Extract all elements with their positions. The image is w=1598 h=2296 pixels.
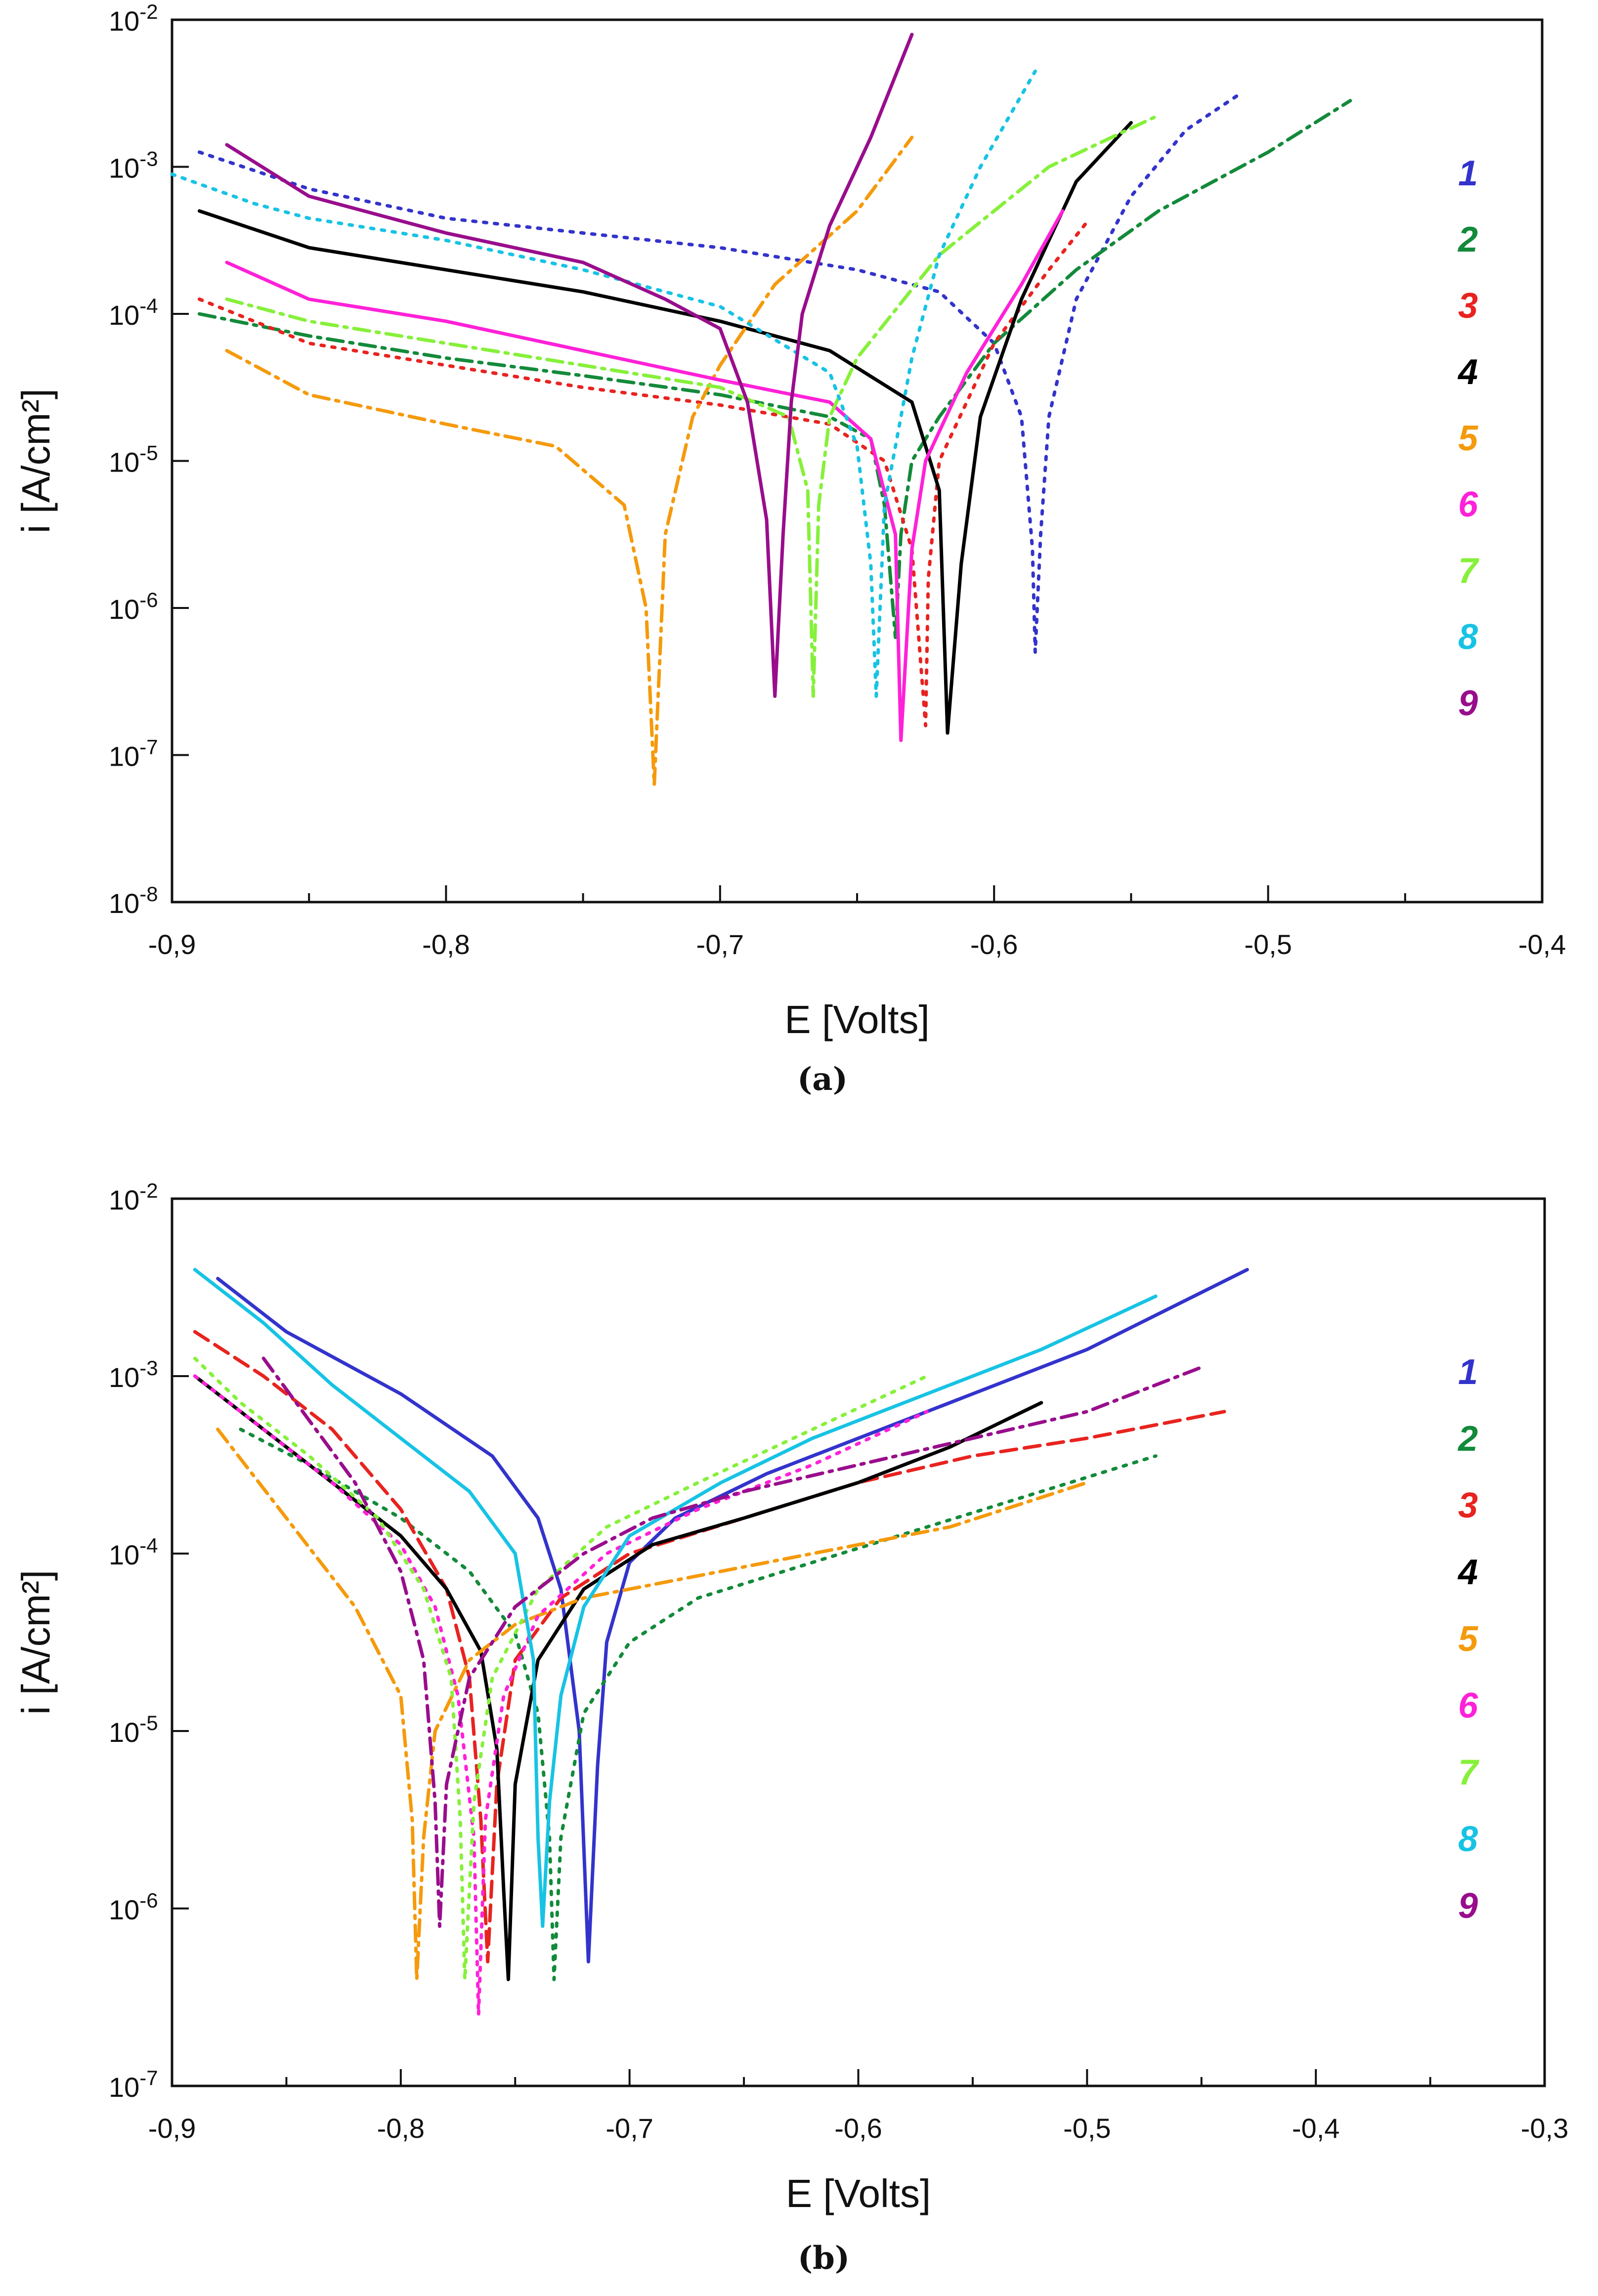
legend-entry-1: 1 — [1458, 1352, 1478, 1392]
panel-caption: (b) — [798, 2240, 850, 2277]
y-axis-title: i [A/cm²] — [14, 389, 58, 533]
series-line-9 — [225, 33, 914, 698]
legend-entry-7: 7 — [1458, 551, 1479, 591]
y-tick-label: 10-5 — [109, 441, 158, 478]
series-line-3 — [197, 217, 1092, 728]
y-tick-label: 10-4 — [109, 1534, 158, 1570]
x-axis-title: E [Volts] — [784, 997, 929, 1041]
y-tick-label: 10-7 — [109, 736, 158, 772]
legend-entry-3: 3 — [1458, 1486, 1478, 1525]
legend-entry-8: 8 — [1458, 617, 1478, 657]
panel-caption: (a) — [797, 1061, 848, 1098]
y-tick-label: 10-7 — [109, 2066, 158, 2103]
series-line-3 — [193, 1330, 1226, 1964]
x-tick-label: -0,5 — [1063, 2113, 1111, 2144]
series-line-2 — [239, 1428, 1158, 1982]
series-line-6 — [225, 209, 1065, 742]
series-line-8 — [193, 1268, 1158, 1928]
series-line-2 — [197, 99, 1352, 639]
x-tick-label: -0,4 — [1518, 929, 1566, 960]
y-tick-label: 10-2 — [109, 1179, 158, 1215]
y-tick-label: 10-2 — [109, 0, 158, 37]
panel-a: -0,9 -0,8 -0,7 -0,6 -0,5 -0,4 10-2 10-3 10-4 10-5… — [14, 0, 1566, 1098]
series-line-6 — [193, 1374, 929, 2017]
legend-entry-7: 7 — [1458, 1753, 1479, 1792]
y-tick-label: 10-3 — [109, 1356, 158, 1393]
series-line-5 — [225, 135, 914, 786]
legend-entry-4: 4 — [1457, 352, 1478, 392]
x-tick-label: -0,8 — [422, 929, 470, 960]
series-line-5 — [216, 1428, 1089, 1982]
series-line-1 — [216, 1268, 1249, 1964]
x-tick-label: -0,9 — [148, 2113, 196, 2144]
legend-entry-6: 6 — [1458, 1686, 1478, 1726]
legend-entry-1: 1 — [1458, 154, 1478, 193]
y-tick-label: 10-4 — [109, 294, 158, 331]
x-tick-label: -0,9 — [148, 929, 196, 960]
series-line-8 — [170, 69, 1037, 698]
panel-b: -0,9 -0,8 -0,7 -0,6 -0,5 -0,4 -0,3 10-2 10-3 10-4… — [14, 1179, 1568, 2277]
y-tick-label: 10-5 — [109, 1711, 158, 1748]
series-line-1 — [197, 91, 1243, 654]
y-tick-label: 10-8 — [109, 882, 158, 919]
x-axis-title: E [Volts] — [786, 2171, 931, 2215]
plot-frame — [171, 1197, 1546, 2087]
x-tick-label: -0,6 — [970, 929, 1018, 960]
series-line-7 — [193, 1356, 929, 1982]
y-tick-label: 10-3 — [109, 147, 158, 184]
x-tick-label: -0,7 — [696, 929, 744, 960]
y-tick-label: 10-6 — [109, 588, 158, 625]
legend-entry-4: 4 — [1457, 1553, 1478, 1592]
y-tick-label: 10-6 — [109, 1889, 158, 1925]
y-axis-title: i [A/cm²] — [14, 1570, 58, 1715]
x-tick-label: -0,3 — [1521, 2113, 1569, 2144]
x-tick-label: -0,5 — [1244, 929, 1292, 960]
legend-entry-3: 3 — [1458, 286, 1478, 326]
series-line-7 — [225, 113, 1161, 698]
legend-entry-2: 2 — [1457, 1419, 1478, 1459]
legend-entry-9: 9 — [1458, 1886, 1478, 1926]
x-tick-label: -0,8 — [377, 2113, 425, 2144]
legend-entry-2: 2 — [1457, 220, 1478, 260]
x-tick-label: -0,4 — [1292, 2113, 1340, 2144]
legend-entry-9: 9 — [1458, 684, 1478, 723]
legend-entry-5: 5 — [1458, 1619, 1478, 1659]
legend-entry-5: 5 — [1458, 419, 1478, 458]
legend-entry-6: 6 — [1458, 485, 1478, 524]
series-line-4 — [197, 121, 1133, 735]
legend-entry-8: 8 — [1458, 1819, 1478, 1859]
x-tick-label: -0,7 — [605, 2113, 653, 2144]
series-line-9 — [261, 1356, 1204, 1928]
x-tick-label: -0,6 — [834, 2113, 882, 2144]
